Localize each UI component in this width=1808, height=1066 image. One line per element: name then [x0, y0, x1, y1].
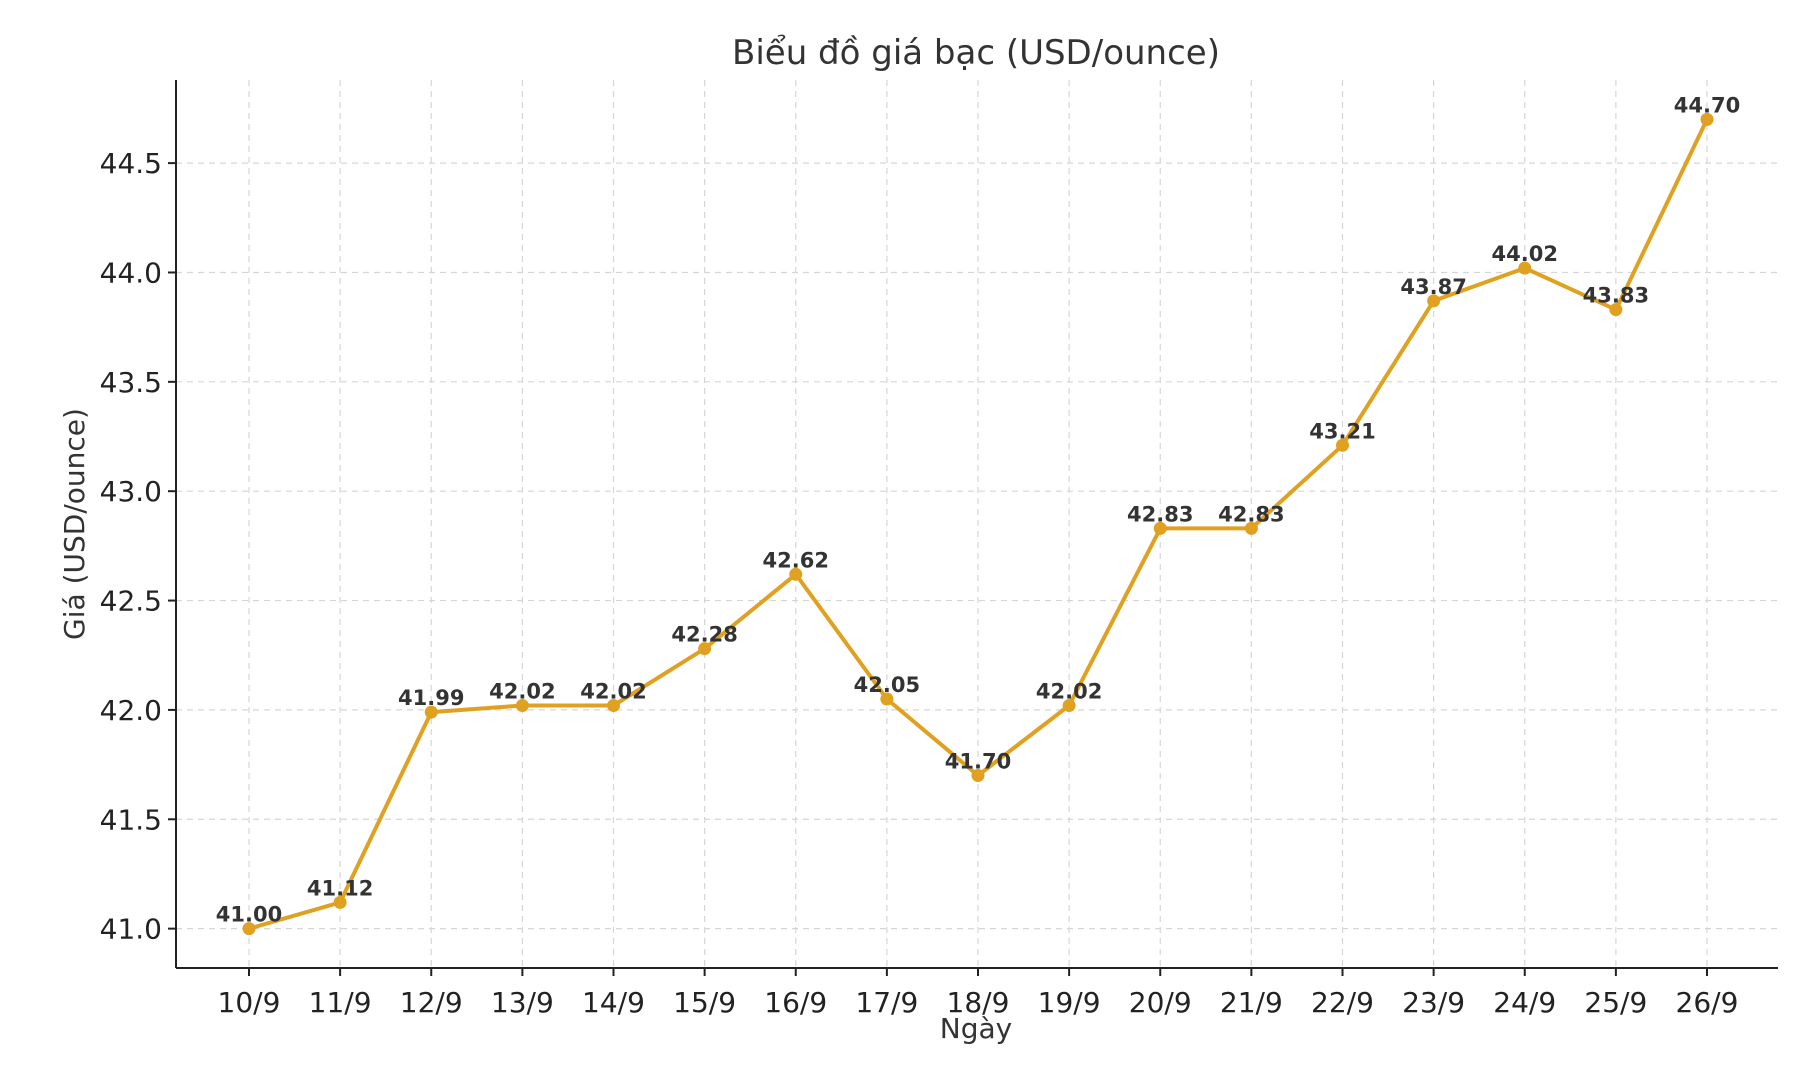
data-label-20/9: 42.83 — [1127, 502, 1193, 526]
y-tick-label: 42.0 — [100, 694, 162, 727]
y-tick-label: 44.5 — [100, 147, 162, 180]
data-point-18/9 — [971, 769, 985, 783]
x-tick-label: 13/9 — [491, 986, 554, 1019]
data-point-19/9 — [1062, 699, 1076, 713]
data-label-11/9: 41.12 — [307, 876, 373, 900]
x-tick-label: 19/9 — [1038, 986, 1101, 1019]
data-point-14/9 — [607, 699, 620, 713]
data-label-14/9: 42.02 — [580, 680, 646, 704]
y-tick-label: 42.5 — [100, 585, 162, 618]
data-label-24/9: 44.02 — [1492, 242, 1558, 266]
y-tick-label: 43.5 — [100, 366, 162, 399]
data-point-23/9 — [1427, 294, 1441, 308]
data-point-12/9 — [424, 705, 438, 719]
data-point-11/9 — [333, 895, 347, 909]
data-label-26/9: 44.70 — [1674, 93, 1740, 117]
x-tick-label: 12/9 — [400, 986, 463, 1019]
data-label-17/9: 42.05 — [854, 673, 920, 697]
x-tick-label: 25/9 — [1584, 986, 1647, 1019]
data-point-20/9 — [1153, 521, 1167, 535]
y-tick-label: 41.5 — [100, 803, 162, 836]
axes — [175, 80, 1778, 969]
x-tick-label: 15/9 — [673, 986, 736, 1019]
data-point-21/9 — [1244, 521, 1258, 535]
data-point-10/9 — [242, 922, 256, 936]
y-tick-label: 41.0 — [100, 913, 162, 946]
data-point-13/9 — [515, 699, 529, 713]
y-tick-label: 44.0 — [100, 256, 162, 289]
x-tick-label: 20/9 — [1129, 986, 1192, 1019]
data-label-10/9: 41.00 — [216, 903, 282, 927]
data-label-18/9: 41.70 — [945, 750, 1011, 774]
y-axis-ticks: 41.0 41.5 42.0 42.5 43.0 43.5 44.0 44.5 — [100, 147, 176, 946]
series-price — [242, 112, 1714, 936]
x-tick-label: 22/9 — [1311, 986, 1374, 1019]
data-point-17/9 — [880, 692, 894, 706]
x-tick-label: 17/9 — [855, 986, 918, 1019]
data-label-16/9: 42.62 — [763, 548, 829, 572]
data-label-15/9: 42.28 — [671, 623, 737, 647]
x-tick-label: 11/9 — [309, 986, 372, 1019]
x-axis-ticks: 10/9 11/9 12/9 13/9 14/9 15/9 16/9 17/9 18/9 19/9… — [218, 968, 1739, 1019]
data-point-22/9 — [1336, 438, 1349, 452]
data-label-23/9: 43.87 — [1400, 275, 1466, 299]
data-label-12/9: 41.99 — [398, 686, 464, 710]
data-point-16/9 — [789, 567, 803, 581]
data-labels: 41.00 41.12 41.99 42.02 42.02 42.28 42.62 42.05… — [216, 93, 1740, 926]
data-label-21/9: 42.83 — [1218, 502, 1284, 526]
data-point-15/9 — [698, 642, 712, 656]
x-tick-label: 21/9 — [1220, 986, 1283, 1019]
data-label-25/9: 43.83 — [1583, 284, 1649, 308]
y-axis-title: Giá (USD/ounce) — [58, 408, 91, 640]
data-label-19/9: 42.02 — [1036, 680, 1102, 704]
chart-title: Biểu đồ giá bạc (USD/ounce) — [732, 33, 1220, 73]
data-point-24/9 — [1518, 261, 1532, 275]
data-point-26/9 — [1700, 112, 1714, 126]
x-tick-label: 14/9 — [582, 986, 645, 1019]
data-point-25/9 — [1609, 303, 1623, 317]
x-tick-label: 23/9 — [1402, 986, 1465, 1019]
x-tick-label: 16/9 — [764, 986, 827, 1019]
y-tick-label: 43.0 — [100, 475, 162, 508]
x-tick-label: 18/9 — [947, 986, 1010, 1019]
x-tick-label: 10/9 — [218, 986, 281, 1019]
x-axis-title: Ngày — [940, 1012, 1012, 1045]
data-label-22/9: 43.21 — [1309, 419, 1375, 443]
grid — [176, 80, 1778, 968]
x-tick-label: 26/9 — [1676, 986, 1739, 1019]
data-label-13/9: 42.02 — [489, 680, 555, 704]
x-tick-label: 24/9 — [1493, 986, 1556, 1019]
